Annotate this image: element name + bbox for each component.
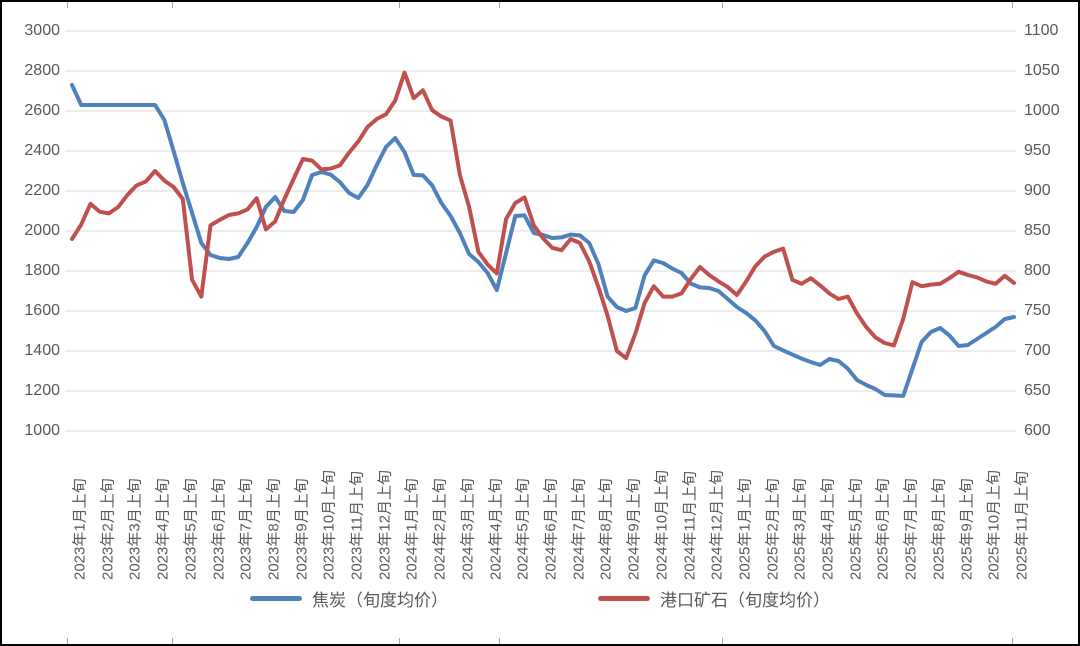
x-axis-tick-label: 2024年1月上旬 [403,478,421,580]
frame-tick [1012,2,1013,8]
frame-tick [172,2,173,8]
x-axis-tick-label: 2024年5月上旬 [514,478,532,580]
frame-tick [1012,638,1013,644]
x-axis-tick-label: 2024年11月上旬 [681,471,699,580]
x-axis-tick-label: 2025年5月上旬 [847,478,865,580]
x-axis-tick-label: 2025年11月上旬 [1013,471,1031,580]
frame-tick [67,2,68,8]
right-axis-tick-label: 1050 [1024,62,1060,79]
legend-item-coke: 焦炭（旬度均价） [250,586,448,611]
gridlines [65,30,1016,432]
left-axis-tick-label: 2400 [24,142,60,159]
x-axis-tick-label: 2023年2月上旬 [99,478,117,580]
x-axis-tick-label: 2023年9月上旬 [293,478,311,580]
x-axis-tick-label: 2025年8月上旬 [930,478,948,580]
frame-tick [499,2,500,8]
left-axis-tick-label: 1400 [24,342,60,359]
left-axis-tick-label: 2600 [24,102,60,119]
x-axis-tick-label: 2025年6月上旬 [874,478,892,580]
frame-tick [722,638,723,644]
x-axis-tick-label: 2023年3月上旬 [126,478,144,580]
x-axis-tick-label: 2023年10月上旬 [320,469,338,580]
x-axis-tick-label: 2025年2月上旬 [764,478,782,580]
x-axis-tick-label: 2024年10月上旬 [653,469,671,580]
x-axis-tick-label: 2024年4月上旬 [487,478,505,580]
x-axis-tick-label: 2023年12月上旬 [376,469,394,580]
frame-tick [722,2,723,8]
right-axis-tick-label: 850 [1024,222,1051,239]
ore-series-line [70,70,1016,361]
x-axis-tick-label: 2023年4月上旬 [154,478,172,580]
x-axis-tick-label: 2024年2月上旬 [431,478,449,580]
x-axis-tick-label: 2023年5月上旬 [182,478,200,580]
right-axis-tick-label: 900 [1024,182,1051,199]
ore-line-swatch [598,596,650,601]
right-axis-tick-label: 800 [1024,262,1051,279]
x-axis-tick-label: 2024年12月上旬 [708,469,726,580]
x-axis-tick-label: 2023年6月上旬 [210,478,228,580]
right-axis-tick-label: 950 [1024,142,1051,159]
x-axis-tick-label: 2025年9月上旬 [958,478,976,580]
x-axis-tick-label: 2023年1月上旬 [71,478,89,580]
x-axis-tick-label: 2025年1月上旬 [736,478,754,580]
right-axis-tick-label: 1100 [1024,22,1059,39]
ore-legend-label: 港口矿石（旬度均价） [660,591,830,610]
x-axis-tick-label: 2024年8月上旬 [597,478,615,580]
x-axis-tick-label: 2025年10月上旬 [985,469,1003,580]
frame-tick [172,638,173,644]
series-lines [70,70,1016,398]
left-axis-tick-label: 3000 [24,22,60,39]
x-axis-tick-label: 2023年8月上旬 [265,478,283,580]
right-axis-tick-label: 750 [1024,302,1051,319]
x-axis-tick-label: 2024年7月上旬 [570,478,588,580]
x-axis-tick-label: 2023年7月上旬 [237,478,255,580]
left-axis-tick-label: 2000 [24,222,60,239]
legend: 焦炭（旬度均价） 港口矿石（旬度均价） [2,586,1078,611]
x-axis-tick-label: 2024年9月上旬 [625,478,643,580]
frame-tick [499,638,500,644]
x-axis-tick-label: 2025年7月上旬 [902,478,920,580]
right-axis-tick-label: 650 [1024,382,1051,399]
x-axis-tick-label: 2024年3月上旬 [459,478,477,580]
coke-line-swatch [250,596,302,601]
x-axis-tick-label: 2025年3月上旬 [791,478,809,580]
left-axis-tick-label: 1000 [24,422,60,439]
frame-tick [399,2,400,8]
left-axis-tick-label: 2800 [24,62,60,79]
x-axis-tick-label: 2025年4月上旬 [819,478,837,580]
coke-legend-label: 焦炭（旬度均价） [312,591,448,610]
left-axis-tick-label: 1200 [24,382,60,399]
frame-tick [67,638,68,644]
x-axis-tick-label: 2024年6月上旬 [542,478,560,580]
right-axis-tick-label: 1000 [1024,102,1060,119]
legend-item-ore: 港口矿石（旬度均价） [598,586,830,611]
right-axis-tick-label: 700 [1024,342,1051,359]
left-axis-tick-label: 1800 [24,262,60,279]
left-axis-tick-label: 2200 [24,182,60,199]
frame-tick [399,638,400,644]
x-axis-tick-label: 2023年11月上旬 [348,471,366,580]
right-axis-tick-label: 600 [1024,422,1051,439]
left-axis-tick-label: 1600 [24,302,60,319]
